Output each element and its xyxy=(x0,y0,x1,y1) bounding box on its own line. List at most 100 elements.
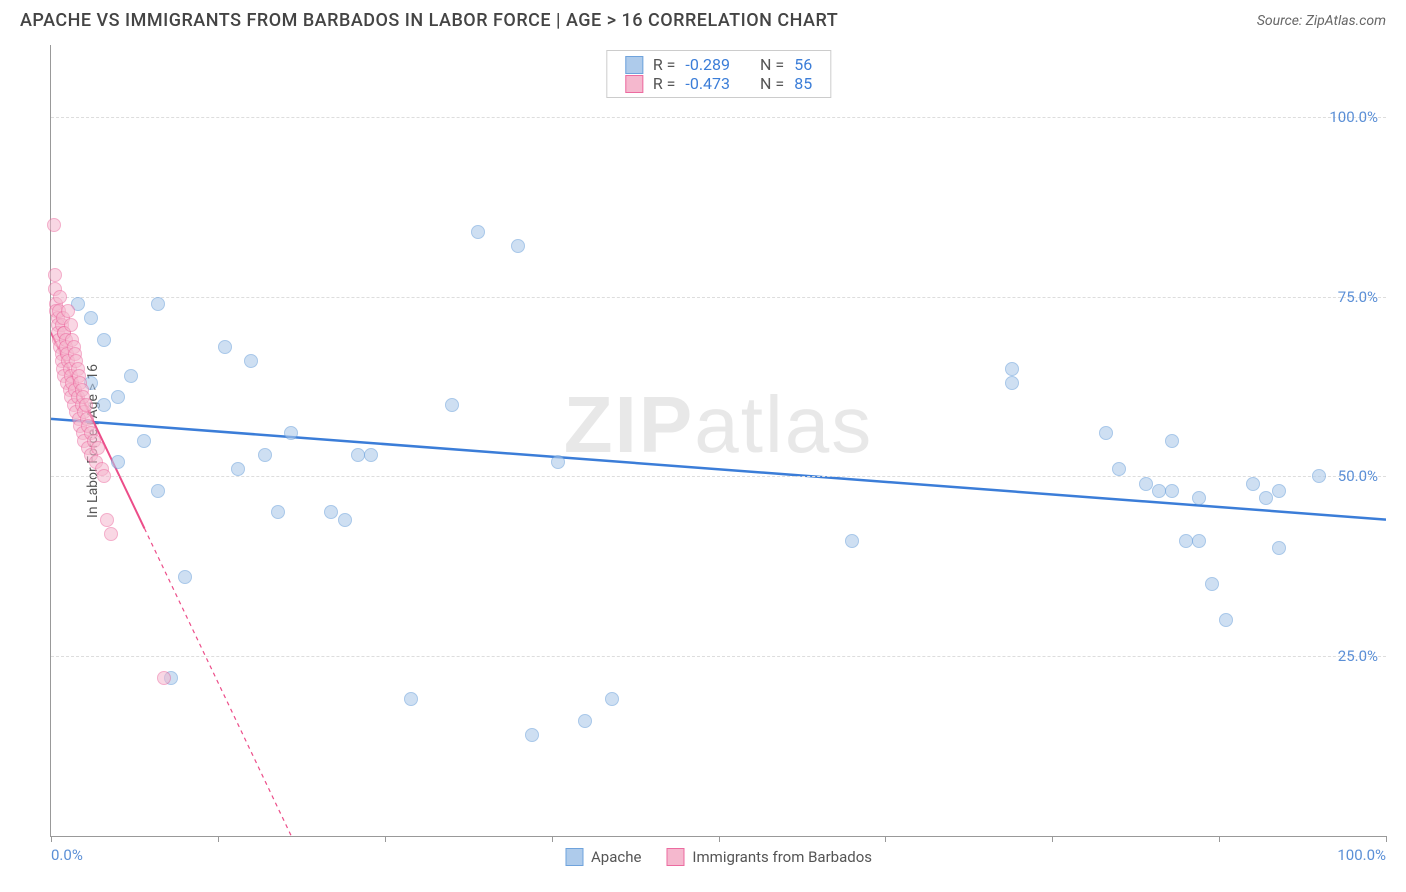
data-point xyxy=(1312,469,1326,483)
r-label: R = xyxy=(653,74,676,93)
data-point xyxy=(404,692,418,706)
data-point xyxy=(48,268,62,282)
legend-swatch xyxy=(625,56,643,74)
r-label: R = xyxy=(653,55,676,74)
data-point xyxy=(1152,484,1166,498)
series-legend: Apache Immigrants from Barbados xyxy=(565,848,872,866)
data-point xyxy=(271,505,285,519)
gridline xyxy=(51,656,1386,657)
data-point xyxy=(124,369,138,383)
n-value: 85 xyxy=(794,74,812,93)
data-point xyxy=(1246,477,1260,491)
x-tick xyxy=(1219,836,1220,842)
gridline xyxy=(51,476,1386,477)
x-tick xyxy=(1386,836,1387,842)
data-point xyxy=(100,513,114,527)
data-point xyxy=(111,390,125,404)
data-point xyxy=(244,354,258,368)
data-point xyxy=(1259,491,1273,505)
x-tick xyxy=(719,836,720,842)
data-point xyxy=(1179,534,1193,548)
data-point xyxy=(218,340,232,354)
data-point xyxy=(1205,577,1219,591)
data-point xyxy=(1165,484,1179,498)
x-tick xyxy=(552,836,553,842)
data-point xyxy=(111,455,125,469)
data-point xyxy=(97,469,111,483)
data-point xyxy=(1165,434,1179,448)
legend-label: Apache xyxy=(591,848,641,866)
legend-swatch xyxy=(565,848,583,866)
data-point xyxy=(605,692,619,706)
data-point xyxy=(351,448,365,462)
legend-swatch xyxy=(625,75,643,93)
data-point xyxy=(364,448,378,462)
n-label: N = xyxy=(760,74,784,93)
legend-item: Immigrants from Barbados xyxy=(666,848,872,866)
data-point xyxy=(157,671,171,685)
stats-row: R = -0.473 N = 85 xyxy=(625,74,812,93)
data-point xyxy=(1192,491,1206,505)
stats-row: R = -0.289 N = 56 xyxy=(625,55,812,74)
data-point xyxy=(61,304,75,318)
gridline xyxy=(51,117,1386,118)
correlation-chart: In Labor Force | Age > 16 ZIPatlas 25.0%… xyxy=(50,45,1386,837)
n-value: 56 xyxy=(794,55,812,74)
data-point xyxy=(47,218,61,232)
data-point xyxy=(178,570,192,584)
data-point xyxy=(151,297,165,311)
legend-label: Immigrants from Barbados xyxy=(692,848,872,866)
y-tick-label: 25.0% xyxy=(1338,647,1378,665)
legend-item: Apache xyxy=(565,848,641,866)
data-point xyxy=(1139,477,1153,491)
data-point xyxy=(284,426,298,440)
data-point xyxy=(471,225,485,239)
x-tick xyxy=(51,836,52,842)
y-tick-label: 75.0% xyxy=(1338,288,1378,306)
y-tick-label: 50.0% xyxy=(1338,467,1378,485)
data-point xyxy=(1192,534,1206,548)
data-point xyxy=(1272,484,1286,498)
x-tick xyxy=(885,836,886,842)
y-tick-label: 100.0% xyxy=(1329,108,1378,126)
data-point xyxy=(64,318,78,332)
data-point xyxy=(137,434,151,448)
data-point xyxy=(97,333,111,347)
x-tick xyxy=(385,836,386,842)
stats-legend: R = -0.289 N = 56 R = -0.473 N = 85 xyxy=(606,50,831,98)
data-point xyxy=(551,455,565,469)
chart-title: APACHE VS IMMIGRANTS FROM BARBADOS IN LA… xyxy=(20,10,838,31)
data-point xyxy=(91,441,105,455)
x-axis-max: 100.0% xyxy=(1337,846,1386,864)
trend-lines xyxy=(51,45,1386,836)
data-point xyxy=(511,239,525,253)
watermark: ZIPatlas xyxy=(564,379,873,471)
gridline xyxy=(51,297,1386,298)
data-point xyxy=(525,728,539,742)
data-point xyxy=(84,311,98,325)
n-label: N = xyxy=(760,55,784,74)
r-value: -0.289 xyxy=(685,55,730,74)
x-tick xyxy=(218,836,219,842)
data-point xyxy=(258,448,272,462)
data-point xyxy=(1272,541,1286,555)
data-point xyxy=(845,534,859,548)
r-value: -0.473 xyxy=(685,74,730,93)
data-point xyxy=(231,462,245,476)
data-point xyxy=(1112,462,1126,476)
data-point xyxy=(104,527,118,541)
data-point xyxy=(578,714,592,728)
data-point xyxy=(151,484,165,498)
x-tick xyxy=(1052,836,1053,842)
data-point xyxy=(1099,426,1113,440)
x-axis-min: 0.0% xyxy=(51,846,83,864)
data-point xyxy=(97,398,111,412)
data-point xyxy=(324,505,338,519)
source-label: Source: ZipAtlas.com xyxy=(1257,13,1386,29)
data-point xyxy=(79,398,93,412)
data-point xyxy=(338,513,352,527)
legend-swatch xyxy=(666,848,684,866)
data-point xyxy=(1005,376,1019,390)
data-point xyxy=(445,398,459,412)
data-point xyxy=(1219,613,1233,627)
